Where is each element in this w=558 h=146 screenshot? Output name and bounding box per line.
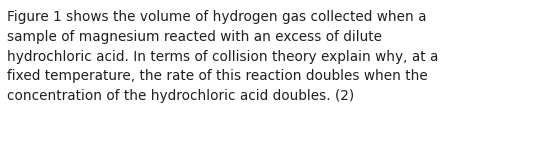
Text: Figure 1 shows the volume of hydrogen gas collected when a
sample of magnesium r: Figure 1 shows the volume of hydrogen ga… bbox=[7, 10, 439, 103]
